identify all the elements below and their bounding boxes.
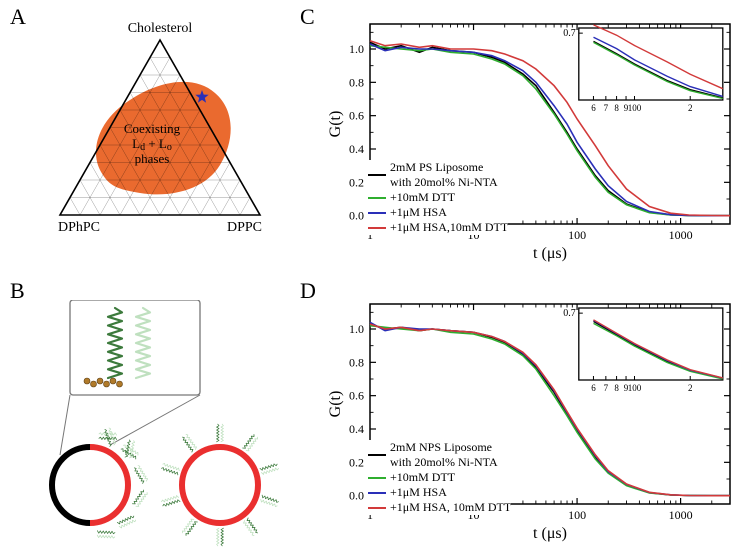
svg-text:6: 6 — [591, 383, 596, 393]
svg-text:0.6: 0.6 — [349, 389, 364, 403]
figure-root: { "panels": { "A": { "label": "A", "posi… — [0, 0, 750, 556]
legend-label: +1μM HSA — [390, 205, 447, 220]
svg-text:0.0: 0.0 — [349, 489, 364, 503]
legend-swatch — [368, 212, 386, 214]
svg-text:0.8: 0.8 — [349, 355, 364, 369]
svg-text:100: 100 — [628, 103, 642, 113]
svg-text:2: 2 — [688, 383, 693, 393]
panel-label-a: A — [10, 4, 26, 30]
legend-label: 2mM NPS Liposomewith 20mol% Ni-NTA — [390, 440, 498, 470]
panel-label-d: D — [300, 278, 316, 304]
ternary-left-label: DPhPC — [58, 220, 100, 235]
ternary-right-label: DPPC — [227, 220, 262, 235]
legend-label: +1μM HSA — [390, 485, 447, 500]
svg-text:1000: 1000 — [669, 508, 693, 522]
legend-entry: +1μM HSA, 10mM DTT — [368, 500, 511, 515]
legend-entry: +1μM HSA,10mM DTT — [368, 220, 508, 235]
ternary-top-label: Cholesterol — [128, 21, 193, 36]
svg-text:100: 100 — [628, 383, 642, 393]
legend-swatch — [368, 454, 386, 456]
legend-entry: +1μM HSA — [368, 485, 511, 500]
legend-entry: +10mM DTT — [368, 190, 508, 205]
ternary-diagram: CholesterolDPhPCDPPCCoexistingLd + Lopha… — [30, 15, 290, 255]
y-axis-label: G(t) — [327, 391, 344, 418]
x-axis-label: t (μs) — [533, 245, 567, 262]
svg-text:7: 7 — [604, 103, 609, 113]
svg-text:1.0: 1.0 — [349, 42, 364, 56]
panel-label-c: C — [300, 4, 315, 30]
legend-swatch — [368, 507, 386, 509]
legend-label: 2mM PS Liposomewith 20mol% Ni-NTA — [390, 160, 498, 190]
legend-entry: +1μM HSA — [368, 205, 508, 220]
svg-text:100: 100 — [568, 228, 586, 242]
legend-entry: 2mM NPS Liposomewith 20mol% Ni-NTA — [368, 440, 511, 470]
legend-entry: +10mM DTT — [368, 470, 511, 485]
legend-label: +10mM DTT — [390, 470, 455, 485]
svg-text:2: 2 — [688, 103, 693, 113]
svg-text:0.0: 0.0 — [349, 209, 364, 223]
legend-label: +1μM HSA, 10mM DTT — [390, 500, 511, 515]
x-axis-label: t (μs) — [533, 525, 567, 542]
liposome-nps — [182, 447, 258, 523]
legend-swatch — [368, 477, 386, 479]
legend-swatch — [368, 492, 386, 494]
inset-box — [579, 308, 723, 380]
legend-label: +1μM HSA,10mM DTT — [390, 220, 508, 235]
svg-text:0.7: 0.7 — [563, 308, 576, 319]
liposome-ps-red — [90, 447, 128, 523]
liposome-schematic — [15, 300, 295, 550]
svg-text:0.7: 0.7 — [563, 28, 576, 39]
svg-text:0.6: 0.6 — [349, 109, 364, 123]
legend-d: 2mM NPS Liposomewith 20mol% Ni-NTA +10mM… — [368, 440, 511, 515]
svg-text:0.2: 0.2 — [349, 175, 364, 189]
legend-swatch — [368, 227, 386, 229]
blob-label: phases — [135, 151, 170, 166]
svg-text:7: 7 — [604, 383, 609, 393]
legend-entry: 2mM PS Liposomewith 20mol% Ni-NTA — [368, 160, 508, 190]
legend-swatch — [368, 197, 386, 199]
svg-text:6: 6 — [591, 103, 596, 113]
svg-text:100: 100 — [568, 508, 586, 522]
svg-text:0.4: 0.4 — [349, 422, 364, 436]
svg-text:8: 8 — [614, 383, 619, 393]
y-axis-label: G(t) — [327, 111, 344, 138]
svg-text:1.0: 1.0 — [349, 322, 364, 336]
legend-swatch — [368, 174, 386, 176]
liposome-ps-black — [52, 447, 90, 523]
correlation-chart-d: 11010010000.00.20.40.60.81.0t (μs)G(t)0.… — [325, 294, 745, 554]
blob-label: Coexisting — [124, 121, 181, 136]
legend-label: +10mM DTT — [390, 190, 455, 205]
svg-text:1000: 1000 — [669, 228, 693, 242]
legend-c: 2mM PS Liposomewith 20mol% Ni-NTA +10mM … — [368, 160, 508, 235]
svg-text:0.8: 0.8 — [349, 75, 364, 89]
svg-text:0.4: 0.4 — [349, 142, 364, 156]
svg-text:0.2: 0.2 — [349, 455, 364, 469]
correlation-chart-c: 11010010000.00.20.40.60.81.0t (μs)G(t)0.… — [325, 14, 745, 274]
svg-text:8: 8 — [614, 103, 619, 113]
